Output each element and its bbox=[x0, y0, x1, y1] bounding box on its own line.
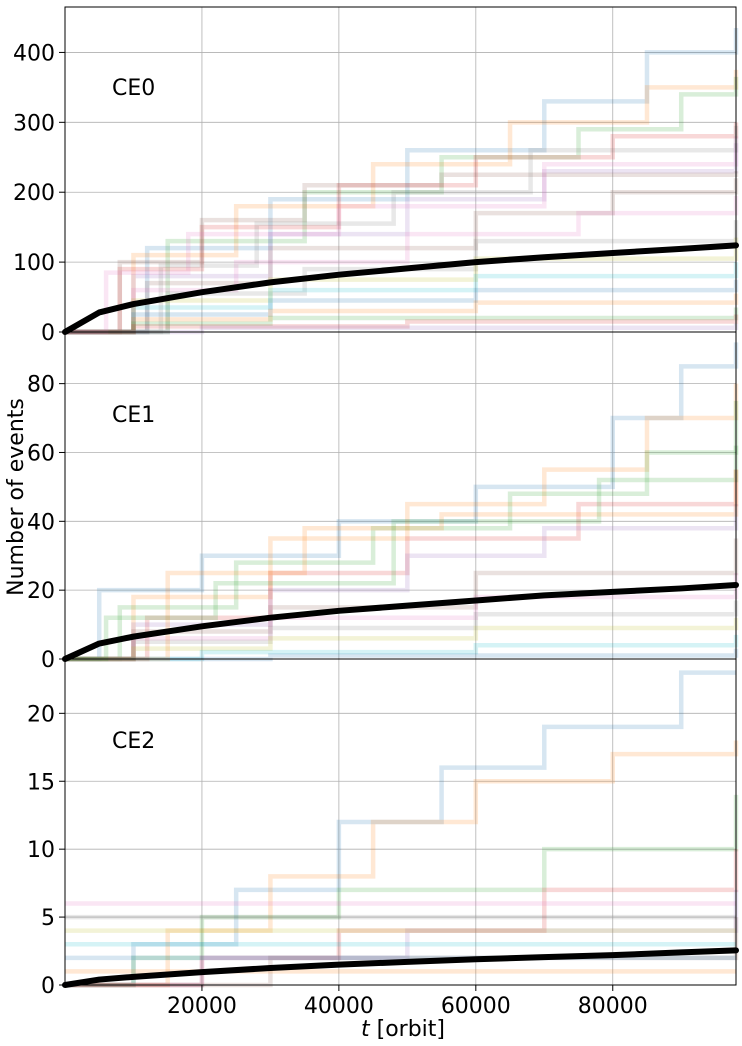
trajectory-line bbox=[65, 27, 739, 335]
y-tick-label: 0 bbox=[41, 648, 55, 673]
y-axis-title: Number of events bbox=[4, 398, 29, 596]
y-tick-label: 40 bbox=[27, 510, 55, 535]
x-tick-label: 60000 bbox=[441, 994, 511, 1019]
panel-label-ce0: CE0 bbox=[112, 76, 155, 101]
y-tick-label: 200 bbox=[13, 181, 55, 206]
trajectory-line bbox=[65, 220, 739, 335]
y-tick-label: 400 bbox=[13, 41, 55, 66]
trajectory-line bbox=[65, 400, 739, 662]
trajectory-line bbox=[65, 171, 739, 335]
panel-label-ce2: CE2 bbox=[112, 729, 155, 754]
x-tick-label: 20000 bbox=[167, 994, 237, 1019]
trajectory-line bbox=[65, 279, 739, 335]
trajectory-line bbox=[65, 383, 739, 662]
trajectory-line bbox=[65, 262, 739, 335]
y-tick-label: 100 bbox=[13, 251, 55, 276]
trajectory-line bbox=[65, 125, 739, 335]
x-axis-title-rest: [orbit] bbox=[370, 1017, 445, 1042]
trajectory-line bbox=[65, 293, 739, 335]
trajectory-line bbox=[65, 794, 739, 988]
y-tick-label: 20 bbox=[27, 702, 55, 727]
y-tick-label: 60 bbox=[27, 441, 55, 466]
y-tick-label: 5 bbox=[41, 906, 55, 931]
panel-ce1: 0 20 40 60 80 CE1 bbox=[27, 331, 739, 673]
x-tick-label: 40000 bbox=[304, 994, 374, 1019]
y-tick-label: 0 bbox=[41, 321, 55, 346]
trajectory-line bbox=[65, 136, 739, 335]
panel-ce2: 0 5 10 15 20 CE2 bbox=[27, 658, 739, 999]
panel-label-ce1: CE1 bbox=[112, 403, 155, 428]
trajectory-line bbox=[65, 849, 739, 988]
y-tick-label: 80 bbox=[27, 373, 55, 398]
y-tick-label: 10 bbox=[27, 838, 55, 863]
trajectory-line bbox=[65, 76, 739, 335]
mean-curve bbox=[62, 947, 739, 988]
x-axis-title-italic: t bbox=[361, 1017, 371, 1042]
x-tick-label: 80000 bbox=[578, 994, 648, 1019]
panel-frame bbox=[64, 658, 737, 986]
panel-ce0: 0 100 200 300 400 CE0 bbox=[13, 6, 739, 346]
y-tick-label: 15 bbox=[27, 770, 55, 795]
trajectory-line bbox=[65, 143, 739, 335]
y-tick-label: 0 bbox=[41, 974, 55, 999]
trajectory-line bbox=[65, 445, 739, 662]
trajectory-line bbox=[65, 69, 739, 335]
trajectory-line bbox=[65, 342, 739, 662]
mean-curve bbox=[62, 581, 739, 662]
y-tick-label: 300 bbox=[13, 111, 55, 136]
trajectory-line bbox=[65, 122, 739, 335]
trajectory-line bbox=[65, 740, 739, 988]
x-axis-ticks: 20000 40000 60000 80000 bbox=[167, 985, 648, 1019]
trajectory-line bbox=[65, 538, 739, 662]
mean-curve bbox=[62, 242, 739, 335]
x-axis-title: t [orbit] bbox=[361, 1017, 445, 1042]
trajectory-line bbox=[65, 600, 739, 662]
trajectory-line bbox=[65, 617, 739, 662]
y-tick-label: 20 bbox=[27, 579, 55, 604]
trajectory-line bbox=[65, 469, 739, 662]
trajectory-line bbox=[65, 670, 736, 988]
